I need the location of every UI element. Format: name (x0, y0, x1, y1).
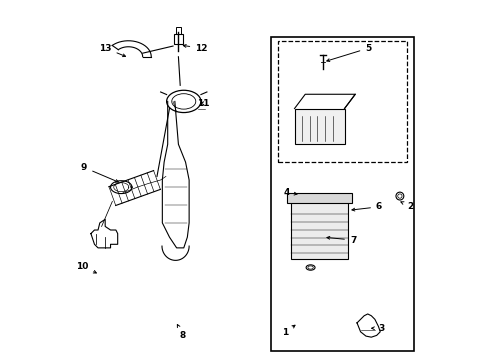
Text: 11: 11 (197, 99, 209, 108)
Text: 13: 13 (99, 44, 125, 57)
Bar (290, 202, 347, 258)
Text: 8: 8 (177, 324, 186, 340)
Bar (271, 37, 413, 351)
Text: 6: 6 (351, 202, 382, 211)
Text: 9: 9 (81, 163, 118, 182)
Text: 1: 1 (281, 325, 294, 337)
Bar (287, 193, 351, 203)
Text: 12: 12 (183, 44, 207, 53)
Text: 10: 10 (76, 262, 96, 273)
Bar (176, 27, 181, 33)
Text: 5: 5 (326, 44, 371, 62)
Bar (294, 109, 344, 144)
Text: 7: 7 (326, 235, 356, 244)
Text: 4: 4 (283, 188, 296, 197)
Text: 3: 3 (371, 324, 384, 333)
Bar (174, 33, 183, 44)
Bar (278, 41, 406, 162)
Text: 2: 2 (400, 202, 412, 211)
